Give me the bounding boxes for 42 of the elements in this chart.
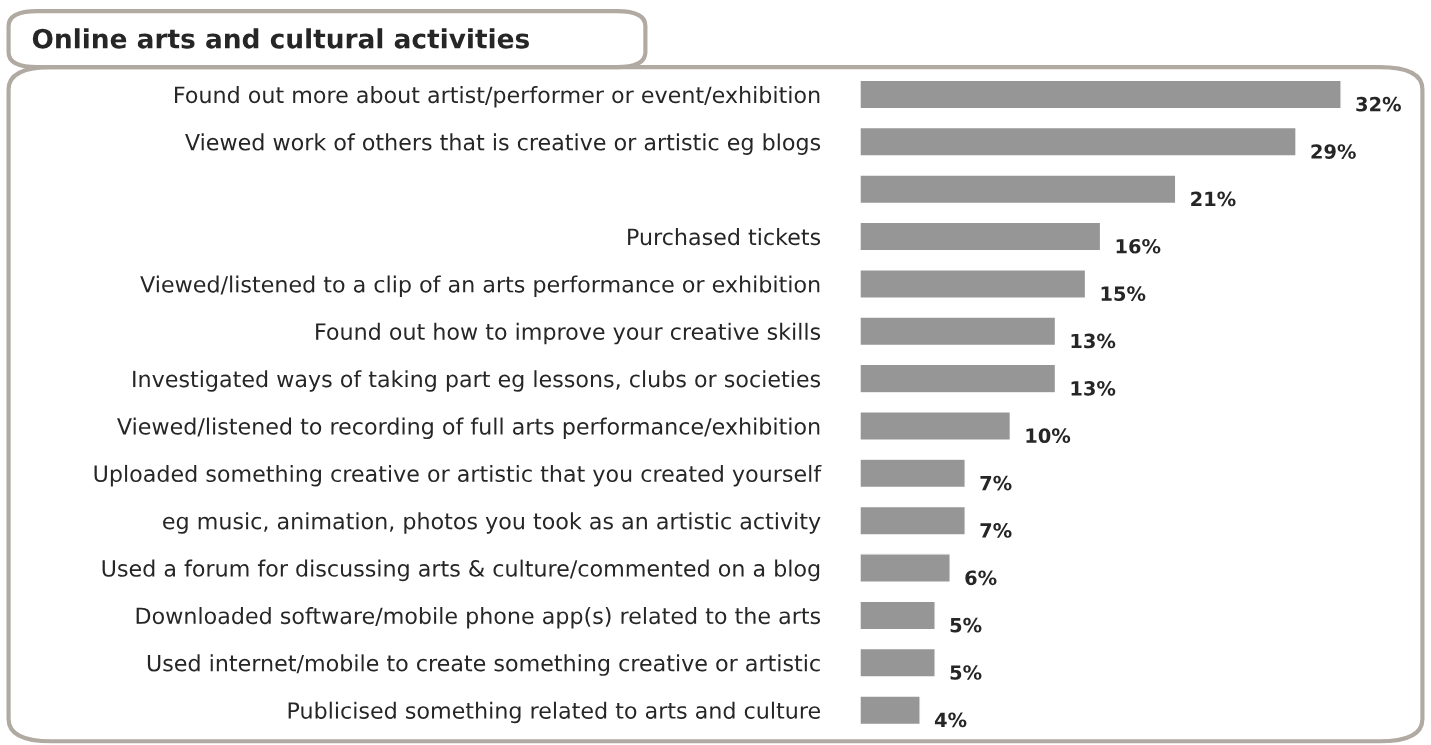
bar [860,553,951,583]
data-label: 7% [980,475,1012,491]
y-tick-label: Publicised something related to arts and culture [288,701,820,724]
y-tick-label: Found out more about artist/performer or event/exhibition [175,86,820,108]
bar [860,458,966,489]
text: Online arts and cultural activities [32,28,529,49]
y-tick-label: eg music, animation, photos you took as an artistic activity [163,512,821,534]
bar [860,316,1057,347]
bar [860,174,1177,205]
bar [860,600,936,631]
data-label: 10% [1026,428,1071,444]
bar [860,695,921,726]
data-label: 7% [980,523,1012,538]
bar [860,268,1087,299]
y-tick-label: Viewed/listened to a clip of an arts performance or exhibition [140,275,820,297]
y-tick-label: Downloaded software/mobile phone app(s) related to the arts [136,606,821,629]
data-label: 5% [950,665,982,680]
data-label: 5% [950,617,982,633]
bar [860,126,1297,157]
data-label: 21% [1191,191,1236,207]
y-tick-label: Used a forum for discussing arts & culture/commented on a blog [102,559,820,582]
data-label: 15% [1101,286,1146,301]
y-tick-label: Purchased tickets [628,228,821,246]
data-label: 29% [1311,144,1356,159]
data-label: 6% [965,570,997,586]
bar [860,505,966,536]
bar [860,411,1012,441]
bar [860,363,1057,394]
y-tick-label: Viewed work of others that is creative or artistic eg blogs [185,133,821,155]
bar [860,79,1342,110]
y-tick-label: Used internet/mobile to create something creative or artistic [147,654,820,676]
y-tick-label: Found out how to improve your creative skills [316,322,821,345]
data-label: 16% [1116,238,1161,254]
bar [860,221,1102,252]
y-tick-label: Investigated ways of taking part eg lessons, clubs or societies [133,370,821,392]
data-label: 13% [1071,333,1116,349]
bar [860,647,936,678]
data-label: 32% [1356,96,1401,112]
y-tick-label: Viewed/listened to recording of full arts performance/exhibition [117,417,820,440]
y-tick-label: Uploaded something creative or artistic that you created yourself [94,464,822,487]
data-label: 13% [1071,380,1116,396]
data-label: 4% [934,712,967,728]
